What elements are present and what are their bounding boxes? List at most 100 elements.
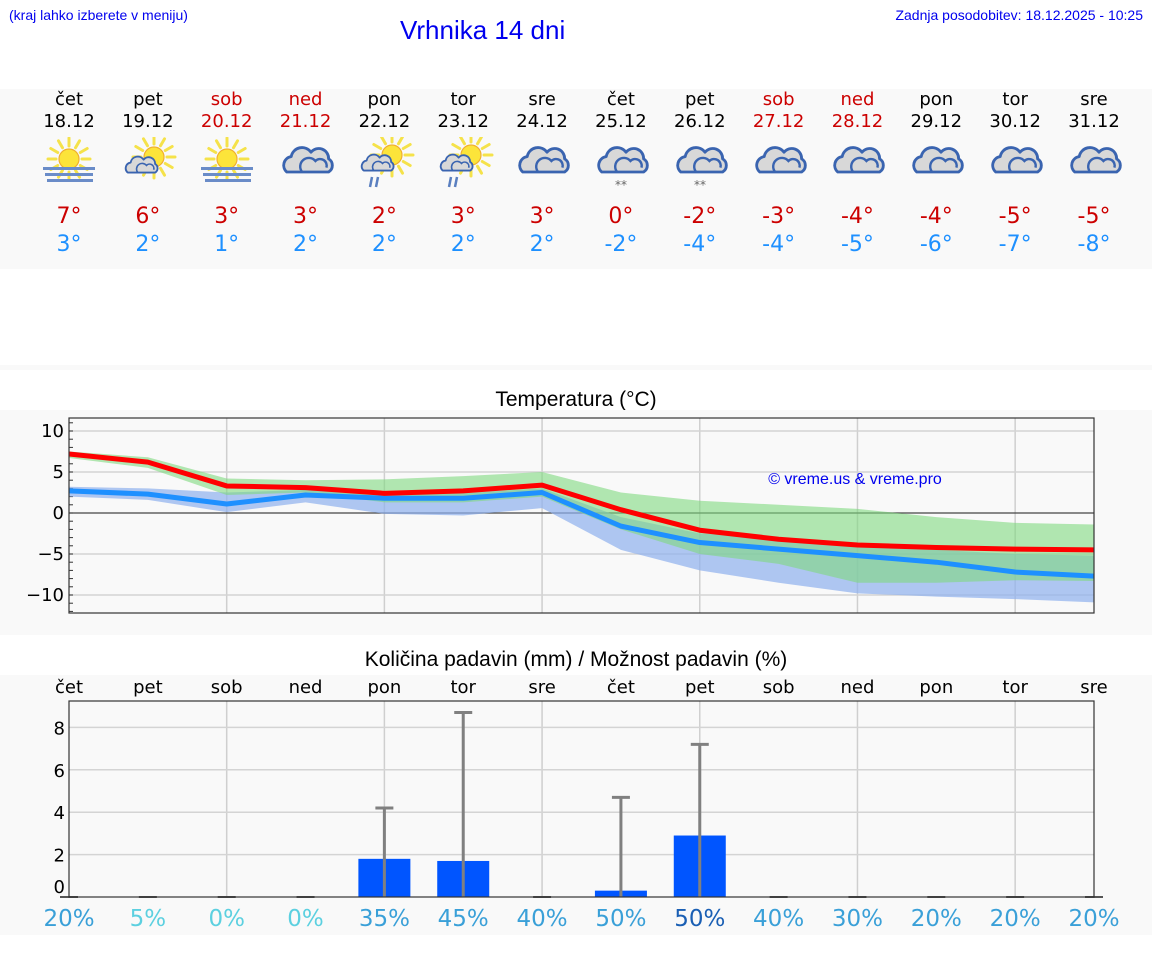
temp-min: 2° [450, 232, 476, 257]
y-tick-label: −5 [37, 544, 64, 565]
sun-cloud-rain-icon [361, 132, 415, 188]
day-forecast: čet 25.12 ** 0° -2° [581, 89, 661, 259]
day-date: 27.12 [752, 111, 805, 132]
x-day-label: tor [1002, 677, 1028, 698]
day-forecast: tor 30.12 -5° -7° [975, 89, 1055, 259]
overcast-icon [1070, 146, 1122, 174]
y-tick-label: 5 [53, 462, 64, 483]
y-tick-label: 6 [54, 761, 65, 782]
x-day-label: ned [841, 677, 875, 698]
temperature-chart-title: Temperatura (°C) [495, 388, 657, 411]
temp-min: -4° [683, 232, 717, 257]
svg-text:**: ** [615, 178, 627, 192]
overcast-icon [912, 146, 964, 174]
partly-cloudy-icon [124, 134, 177, 180]
location-hint[interactable]: (kraj lahko izberete v meniju) [9, 7, 188, 23]
day-forecast: pon 29.12 -4° -6° [896, 89, 976, 259]
day-date: 19.12 [122, 111, 174, 132]
overcast-snow-icon: ** [597, 146, 649, 192]
temp-min: 3° [56, 232, 82, 257]
temp-max: 3° [450, 204, 476, 229]
overcast-icon [518, 146, 570, 174]
precip-probability: 50% [674, 906, 725, 932]
svg-text:**: ** [694, 178, 706, 192]
y-tick-label: 4 [54, 803, 65, 824]
temp-min: 2° [135, 232, 161, 257]
temp-max: 3° [214, 204, 240, 229]
divider [0, 365, 1152, 370]
x-day-label: čet [607, 677, 635, 698]
day-name: sob [210, 89, 243, 110]
watermark: © vreme.us & vreme.pro [768, 471, 942, 488]
day-forecast: sob 27.12 -3° -4° [739, 89, 819, 259]
sun-cloud-rain-icon [440, 132, 494, 188]
overcast-icon [991, 146, 1043, 174]
sun-fog-icon [43, 136, 95, 182]
temp-min: 2° [293, 232, 319, 257]
temp-max: 6° [135, 204, 161, 229]
day-name: čet [54, 89, 84, 110]
day-name: pon [367, 89, 402, 110]
day-name: pet [133, 89, 163, 110]
day-name: čet [606, 89, 635, 110]
temp-min: 1° [214, 232, 240, 257]
x-day-label: pet [133, 677, 163, 698]
precip-probability: 20% [43, 906, 94, 932]
temp-min: -8° [1077, 232, 1111, 257]
overcast-snow-icon: ** [676, 146, 728, 192]
x-day-label: pon [919, 677, 953, 698]
y-tick-label: 8 [54, 718, 65, 739]
day-forecast: pet 19.12 6° 2° [108, 89, 188, 259]
y-tick-label: 2 [54, 846, 65, 867]
temp-max: -4° [919, 204, 953, 229]
precip-probability: 30% [832, 906, 883, 932]
y-tick-label: −10 [26, 585, 64, 606]
precip-probability: 45% [438, 906, 489, 932]
day-date: 26.12 [674, 111, 726, 132]
day-forecast: sre 31.12 -5° -8° [1054, 89, 1134, 259]
precip-probability: 50% [595, 906, 646, 932]
day-name: tor [450, 89, 476, 110]
day-name: ned [840, 89, 875, 110]
page-title: Vrhnika 14 dni [400, 15, 566, 45]
overcast-icon [754, 146, 807, 174]
temp-max: 3° [529, 204, 555, 229]
precip-probability: 0% [287, 906, 324, 932]
overcast-icon [833, 146, 886, 174]
precip-probability: 40% [753, 906, 804, 932]
x-day-label: sob [763, 677, 795, 698]
daily-forecast-band [0, 89, 1152, 269]
temp-max: -3° [762, 204, 796, 229]
x-day-label: sre [528, 677, 555, 698]
day-forecast: sob 20.12 3° 1° [187, 89, 267, 259]
day-date: 30.12 [989, 111, 1041, 132]
precip-probability: 40% [517, 906, 568, 932]
day-forecast: ned 28.12 -4° -5° [817, 89, 897, 259]
day-forecast: ned 21.12 3° 2° [266, 89, 346, 259]
precip-probability: 20% [911, 906, 962, 932]
x-day-label: ned [289, 677, 323, 698]
day-name: ned [288, 89, 323, 110]
temp-min: 2° [371, 232, 397, 257]
day-date: 24.12 [516, 111, 568, 132]
day-name: sre [1080, 89, 1108, 110]
precip-probability: 20% [1068, 906, 1119, 932]
precip-probability: 0% [208, 906, 245, 932]
day-name: tor [1002, 89, 1028, 110]
day-date: 21.12 [279, 111, 332, 132]
temp-max: 2° [371, 204, 397, 229]
precip-probability: 20% [990, 906, 1041, 932]
y-tick-label: 0 [53, 503, 64, 524]
temp-max: -5° [998, 204, 1032, 229]
temp-min: -5° [840, 232, 874, 257]
x-day-label: pon [367, 677, 401, 698]
x-day-label: pet [685, 677, 715, 698]
day-date: 23.12 [437, 111, 489, 132]
day-date: 20.12 [200, 111, 253, 132]
day-date: 31.12 [1068, 111, 1120, 132]
precipitation-chart-title: Količina padavin (mm) / Možnost padavin … [364, 648, 788, 671]
sun-fog-icon [200, 136, 253, 182]
day-forecast: sre 24.12 3° 2° [502, 89, 582, 259]
